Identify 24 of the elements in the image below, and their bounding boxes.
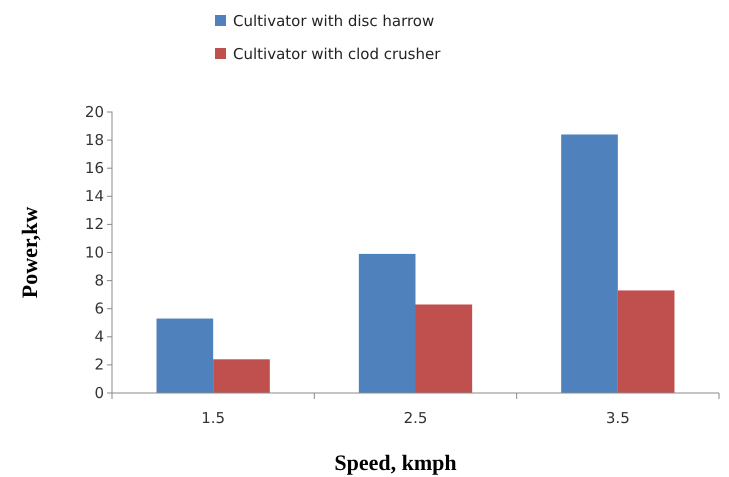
bar (358, 254, 416, 393)
y-tick-label: 0 (94, 384, 104, 402)
bar (213, 359, 270, 393)
y-tick-label: 18 (84, 130, 104, 149)
y-tick-label: 16 (84, 159, 104, 177)
bar (618, 290, 674, 393)
y-axis-title: Power,kw (17, 206, 42, 298)
y-tick-label: 6 (94, 300, 104, 318)
x-tick-label: 2.5 (404, 409, 428, 427)
y-tick-label: 8 (94, 271, 104, 290)
x-axis-title: Speed, kmph (334, 450, 457, 475)
y-tick-label: 4 (94, 328, 104, 346)
y-tick-label: 14 (84, 187, 104, 206)
legend-label: Cultivator with clod crusher (233, 45, 442, 63)
x-tick-label: 1.5 (201, 409, 226, 427)
x-tick-label: 3.5 (606, 409, 630, 427)
bar (156, 318, 214, 393)
y-tick-label: 20 (84, 102, 104, 121)
legend-label: Cultivator with disc harrow (233, 12, 434, 30)
y-tick-label: 2 (94, 356, 104, 374)
y-tick-label: 12 (84, 215, 104, 234)
bar (561, 134, 618, 393)
bar (416, 304, 472, 393)
y-tick-label: 10 (84, 243, 104, 262)
